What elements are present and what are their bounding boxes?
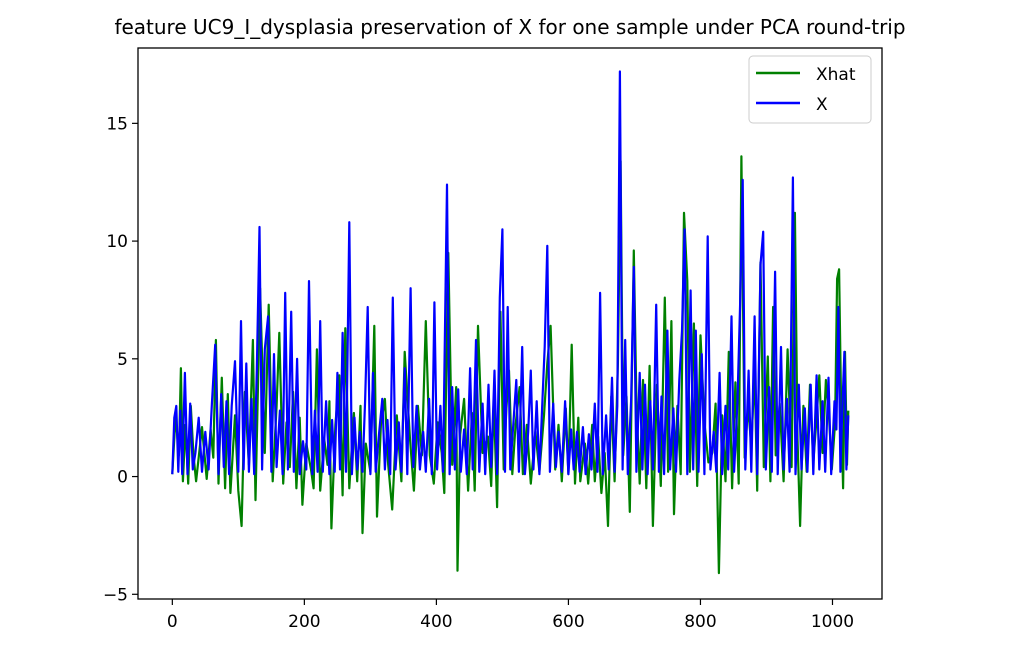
plot-lines: [171, 70, 850, 575]
y-axis: −5 0 5 10 15: [103, 114, 138, 605]
y-tick-label: −5: [103, 585, 128, 605]
y-tick-label: 15: [106, 114, 128, 134]
legend-label-x: X: [816, 95, 828, 115]
legend-label-xhat: Xhat: [816, 65, 856, 85]
series-line-x: [171, 70, 850, 476]
x-tick-label: 200: [288, 612, 320, 632]
y-tick-label: 5: [117, 350, 128, 370]
x-tick-label: 800: [684, 612, 716, 632]
plot-area-frame: [137, 47, 883, 600]
y-tick-label: 10: [106, 232, 128, 252]
legend: Xhat X: [748, 55, 872, 124]
y-tick-label: 0: [117, 468, 128, 488]
chart-title: feature UC9_I_dysplasia preservation of …: [114, 15, 905, 39]
x-tick-label: 0: [167, 612, 178, 632]
x-tick-label: 400: [420, 612, 452, 632]
x-tick-label: 1000: [811, 612, 854, 632]
x-axis: 0 200 400 600 800 1000: [167, 599, 854, 632]
x-tick-label: 600: [552, 612, 584, 632]
